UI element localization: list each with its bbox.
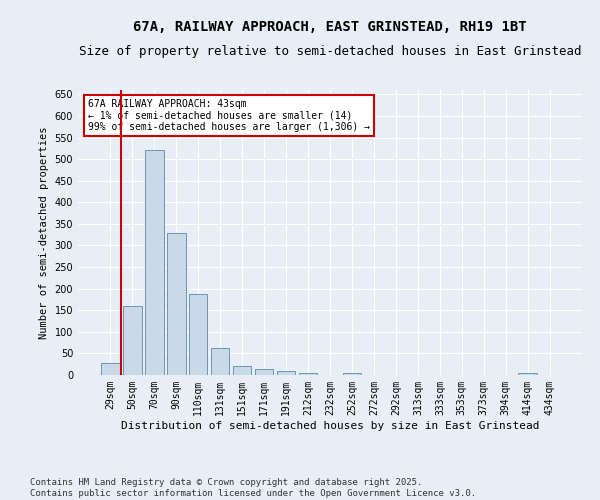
Text: Size of property relative to semi-detached houses in East Grinstead: Size of property relative to semi-detach…: [79, 45, 581, 58]
Bar: [343, 374, 361, 375]
Bar: [167, 234, 185, 375]
Text: Contains HM Land Registry data © Crown copyright and database right 2025.
Contai: Contains HM Land Registry data © Crown c…: [30, 478, 476, 498]
Bar: [211, 348, 229, 375]
Bar: [189, 294, 208, 375]
Bar: [233, 366, 251, 375]
Text: 67A, RAILWAY APPROACH, EAST GRINSTEAD, RH19 1BT: 67A, RAILWAY APPROACH, EAST GRINSTEAD, R…: [133, 20, 527, 34]
Y-axis label: Number of semi-detached properties: Number of semi-detached properties: [39, 126, 49, 339]
Bar: [123, 306, 142, 375]
Bar: [255, 370, 274, 375]
Bar: [299, 373, 317, 375]
X-axis label: Distribution of semi-detached houses by size in East Grinstead: Distribution of semi-detached houses by …: [121, 420, 539, 430]
Bar: [101, 363, 119, 375]
Bar: [277, 370, 295, 375]
Bar: [145, 150, 164, 375]
Text: 67A RAILWAY APPROACH: 43sqm
← 1% of semi-detached houses are smaller (14)
99% of: 67A RAILWAY APPROACH: 43sqm ← 1% of semi…: [88, 98, 370, 132]
Bar: [518, 373, 537, 375]
